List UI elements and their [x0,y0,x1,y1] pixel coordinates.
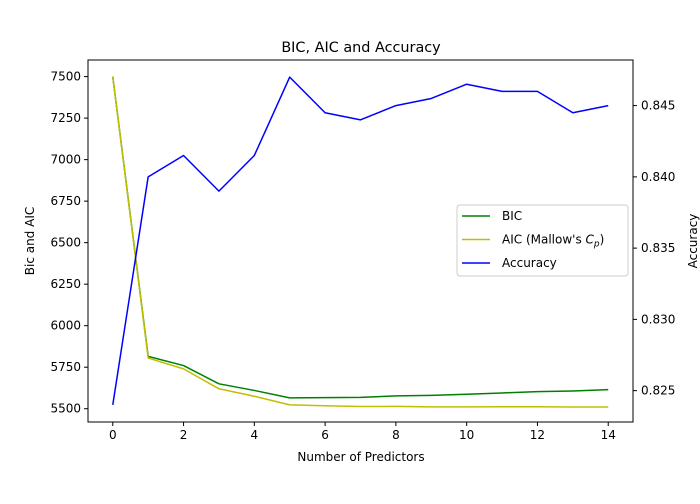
y-left-tick-label: 7500 [50,70,81,84]
chart-title: BIC, AIC and Accuracy [281,40,441,56]
y-left-tick-label: 5500 [50,402,81,416]
y-right-tick-label: 0.830 [641,312,675,326]
x-tick-label: 14 [601,428,616,442]
y-left-tick-label: 6250 [50,277,81,291]
y-axis-label-left: Bic and AIC [23,207,37,276]
legend-label: AIC (Mallow's Cp) [502,233,604,250]
x-tick-label: 4 [251,428,259,442]
ticks-layer: 0 2 4 6 8 10 12 14 5500 5750 6000 6250 6500 6750 7000 7… [50,70,675,442]
x-tick-label: 0 [109,428,117,442]
plot-layer [112,76,609,408]
y-right-tick-label: 0.825 [641,384,675,398]
x-tick-label: 12 [530,428,545,442]
series-line-aic-mallow-s-c-p [112,76,609,408]
y-left-tick-label: 7000 [50,153,81,167]
x-tick-label: 6 [321,428,329,442]
y-right-tick-label: 0.835 [641,241,675,255]
legend-box [456,204,629,277]
y-left-tick-label: 6750 [50,194,81,208]
x-tick-label: 2 [180,428,188,442]
plot-frame [87,59,634,423]
legend-label: Accuracy [502,256,557,270]
series-line-bic [112,76,609,399]
y-left-tick-label: 5750 [50,360,81,374]
legend-label: BIC [502,209,522,223]
series-line-accuracy [112,76,609,406]
x-axis-label: Number of Predictors [297,450,424,464]
x-tick-label: 10 [459,428,474,442]
legend: BIC AIC (Mallow's Cp) Accuracy [456,204,629,277]
y-right-tick-label: 0.845 [641,99,675,113]
y-right-tick-label: 0.840 [641,170,675,184]
y-left-tick-label: 6000 [50,319,81,333]
y-axis-label-right: Accuracy [686,214,700,269]
x-tick-label: 8 [392,428,400,442]
y-left-tick-label: 7250 [50,111,81,125]
y-left-tick-label: 6500 [50,236,81,250]
